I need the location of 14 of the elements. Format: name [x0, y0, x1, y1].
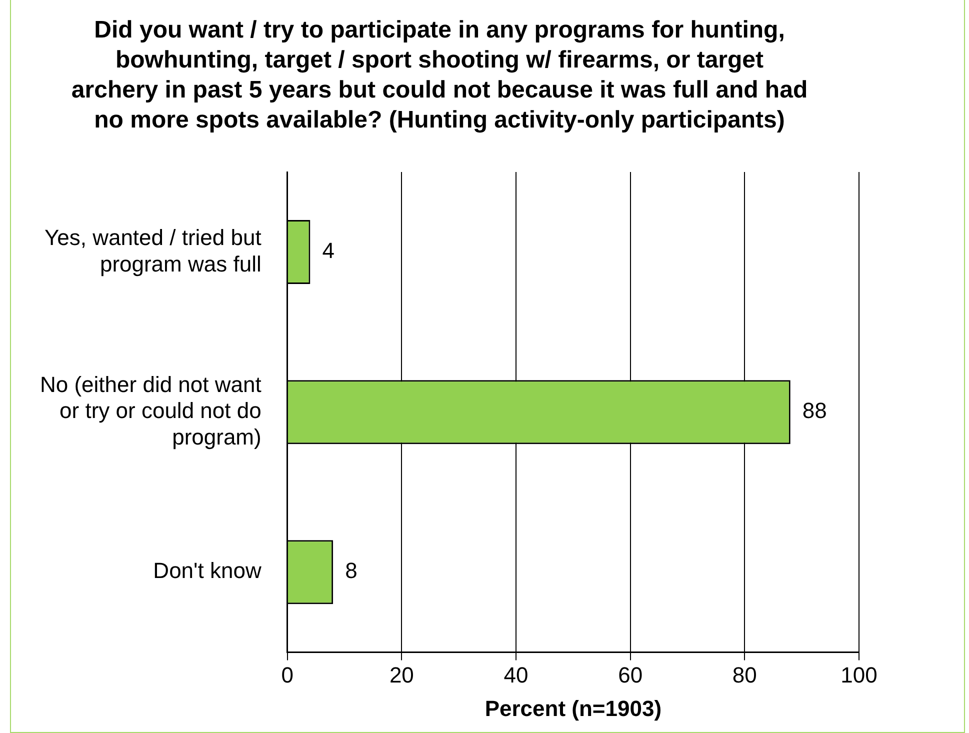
x-tick-label: 0	[281, 662, 294, 688]
data-label: 8	[345, 558, 358, 584]
y-tick-label: No (either did not want or try or could not do program)	[40, 372, 262, 450]
x-tick-label: 100	[840, 662, 878, 688]
data-label: 88	[802, 398, 827, 424]
chart-title: Did you want / try to participate in any programs for hunting, bowhunting, target / sport shooting w/ firearms, or target archery in past 5 years but could not because it was full and had no more spots available? (Hunting activity-only participants)	[71, 16, 808, 134]
x-tick-label: 40	[504, 662, 528, 688]
x-axis-title: Percent (n=1903)	[484, 696, 662, 721]
x-tick-label: 80	[732, 662, 757, 688]
y-tick-label: Yes, wanted / tried but program was full	[44, 224, 262, 276]
data-label: 4	[322, 238, 334, 264]
x-tick-label: 20	[389, 662, 414, 688]
x-tick-label: 60	[618, 662, 643, 688]
y-tick-label: Don't know	[153, 558, 262, 584]
